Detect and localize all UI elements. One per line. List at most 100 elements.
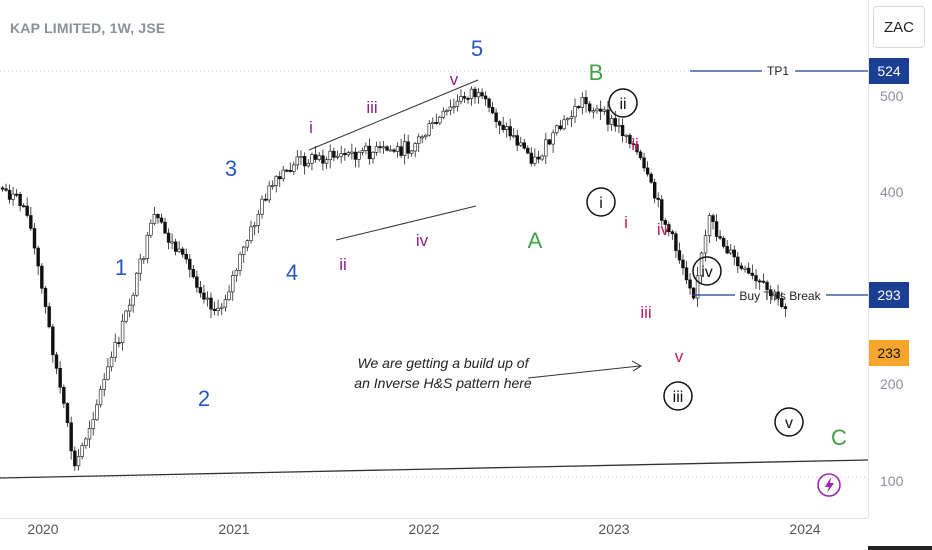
candle-body-down bbox=[406, 141, 410, 154]
wave-label-green-a: A bbox=[528, 228, 543, 253]
candle-body-down bbox=[494, 112, 498, 122]
candle-body-down bbox=[670, 231, 675, 235]
candle-body-up bbox=[135, 272, 139, 296]
candle-body-down bbox=[117, 342, 121, 345]
candle-body-down bbox=[508, 126, 512, 137]
candle-body-up bbox=[149, 222, 153, 236]
candle-body-up bbox=[624, 134, 628, 137]
candle-body-down bbox=[399, 146, 403, 156]
candle-body-up bbox=[591, 110, 596, 113]
candle-body-up bbox=[127, 304, 132, 312]
lightning-icon[interactable] bbox=[825, 477, 834, 493]
candle-body-down bbox=[487, 98, 491, 108]
currency-button[interactable]: ZAC bbox=[873, 6, 925, 48]
candle-body-up bbox=[360, 150, 365, 153]
lightning-icon-ring[interactable] bbox=[817, 473, 841, 497]
candle-body-down bbox=[660, 199, 664, 221]
candle-body-down bbox=[4, 188, 8, 191]
candle-body-down bbox=[434, 122, 439, 124]
candle-body-down bbox=[714, 221, 719, 237]
candle-body-down bbox=[642, 157, 646, 169]
circled-label-iii-ring bbox=[663, 381, 693, 411]
time-tick-2023: 2023 bbox=[598, 521, 629, 537]
candle-body-down bbox=[598, 108, 603, 112]
candle-body-down bbox=[32, 228, 37, 249]
candle-body-up bbox=[573, 106, 577, 118]
candle-body-down bbox=[156, 214, 160, 219]
circled-label-v-ring bbox=[774, 407, 804, 437]
price-axis-separator bbox=[868, 0, 869, 518]
candle-body-up bbox=[231, 275, 235, 293]
candle-body-down bbox=[628, 134, 632, 144]
candle-body-up bbox=[267, 185, 271, 201]
candle-body-up bbox=[306, 163, 310, 167]
candle-body-down bbox=[285, 169, 289, 172]
wave-label-blue-3: 3 bbox=[225, 156, 237, 181]
candle-body-up bbox=[238, 253, 242, 271]
interval-label: 1W bbox=[109, 20, 131, 36]
candle-body-down bbox=[681, 259, 685, 269]
candle-body-down bbox=[480, 92, 484, 97]
candle-body-up bbox=[310, 154, 314, 164]
candle-body-up bbox=[98, 389, 103, 406]
circled-label-v: v bbox=[785, 415, 793, 432]
wave-label-blue-2: 2 bbox=[198, 386, 210, 411]
price-tick-100: 100 bbox=[880, 473, 904, 489]
candle-body-down bbox=[29, 215, 33, 229]
candle-body-up bbox=[242, 246, 246, 255]
candle-body-up bbox=[402, 141, 407, 156]
candle-body-up bbox=[292, 164, 296, 172]
candle-body-down bbox=[576, 106, 581, 108]
candle-body-up bbox=[562, 119, 566, 130]
candle-body-down bbox=[584, 97, 588, 105]
time-scroll-handle[interactable] bbox=[868, 546, 932, 550]
candle-body-down bbox=[62, 386, 66, 404]
candle-body-down bbox=[367, 145, 372, 160]
price-tick-400: 400 bbox=[880, 184, 904, 200]
circled-label-i-ring bbox=[586, 187, 616, 217]
tp1-label: TP1 bbox=[767, 64, 789, 78]
candle-body-down bbox=[656, 197, 660, 200]
candle-body-down bbox=[674, 233, 678, 251]
candle-body-up bbox=[350, 151, 354, 154]
candle-body-up bbox=[102, 379, 106, 390]
candle-body-up bbox=[420, 136, 424, 139]
wave-label-purple-iii: iii bbox=[366, 98, 377, 117]
candle-body-down bbox=[332, 150, 336, 158]
candle-body-down bbox=[65, 403, 70, 424]
candle-body-up bbox=[245, 240, 250, 248]
candle-body-up bbox=[216, 307, 220, 311]
candle-body-down bbox=[40, 265, 44, 289]
current-price-value: 233 bbox=[877, 345, 901, 361]
candle-body-down bbox=[776, 291, 780, 299]
candle-body-up bbox=[469, 88, 474, 99]
price-tick-500: 500 bbox=[880, 88, 904, 104]
candle-body-down bbox=[547, 139, 552, 145]
candle-body-down bbox=[69, 422, 73, 452]
wedge-upper-line bbox=[308, 79, 479, 151]
candle-body-up bbox=[87, 428, 92, 440]
candle-body-down bbox=[691, 287, 696, 299]
candle-body-down bbox=[667, 224, 671, 232]
wave-label-green-c: C bbox=[831, 425, 847, 450]
candle-body-down bbox=[159, 217, 164, 223]
candle-body-up bbox=[177, 248, 181, 252]
candle-body-up bbox=[11, 193, 15, 200]
candle-body-down bbox=[195, 276, 199, 288]
time-tick-2024: 2024 bbox=[789, 521, 820, 537]
candle-body-up bbox=[580, 97, 585, 108]
wave-label-purple-iv: iv bbox=[416, 231, 429, 250]
candle-body-down bbox=[757, 280, 762, 283]
candle-body-up bbox=[551, 132, 555, 145]
candle-body-up bbox=[424, 134, 428, 138]
time-tick-2021: 2021 bbox=[218, 521, 249, 537]
candle-body-up bbox=[441, 110, 446, 118]
candle-body-down bbox=[635, 144, 639, 153]
candle-body-up bbox=[569, 116, 574, 119]
candle-body-down bbox=[278, 176, 282, 180]
candle-body-down bbox=[652, 181, 657, 199]
candle-body-down bbox=[321, 155, 325, 164]
candle-body-up bbox=[113, 342, 117, 358]
candle-body-up bbox=[295, 156, 300, 166]
